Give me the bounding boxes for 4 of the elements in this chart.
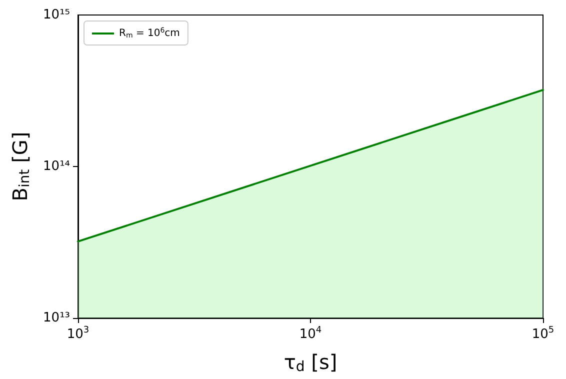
y-tick-label: 10¹⁵ — [43, 8, 70, 22]
y-tick-label: 10¹³ — [43, 310, 70, 326]
y-tick-label: 10¹⁴ — [43, 159, 70, 174]
y-axis-title: Bint [G] — [8, 132, 33, 202]
